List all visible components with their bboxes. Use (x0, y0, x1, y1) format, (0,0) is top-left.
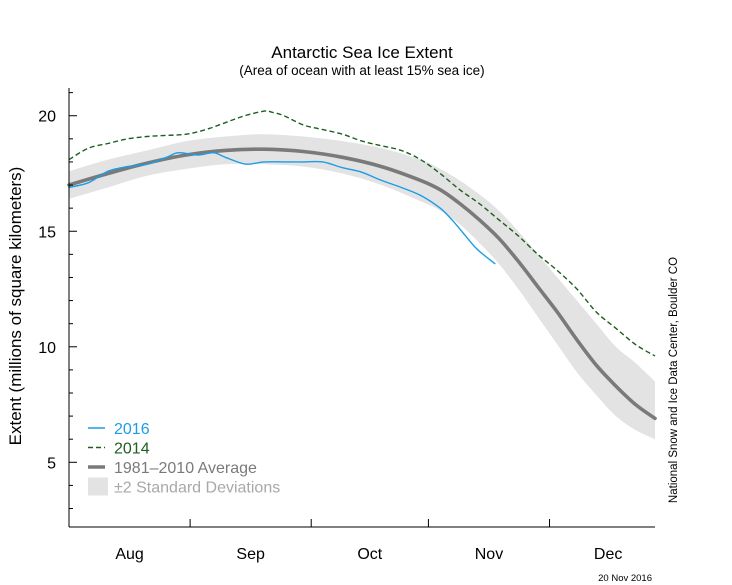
legend-swatch (88, 477, 108, 496)
series-line-2016 (68, 151, 496, 265)
legend-item: ±2 Standard Deviations (88, 477, 280, 497)
x-tick-label: Dec (594, 546, 622, 563)
credit-text: National Snow and Ice Data Center, Bould… (668, 257, 680, 503)
legend-item: 2016 (88, 421, 150, 438)
x-tick-label: Oct (357, 546, 382, 563)
y-tick-label: 15 (38, 224, 56, 241)
std-dev-band (69, 134, 655, 440)
legend: 2016 2014 1981–2010 Average ±2 Standard Dev… (88, 421, 280, 497)
legend-item: 2014 (88, 441, 150, 458)
legend-item: 1981–2010 Average (88, 460, 257, 477)
y-axis-label: Extent (millions of square kilometers) (6, 167, 25, 446)
series-line-average (67, 147, 657, 421)
chart-subtitle: (Area of ocean with at least 15% sea ice… (239, 63, 484, 78)
plot-area: 5 10 15 20 Aug Sep Oct Nov Dec 2016 2014 1981–2010 … (38, 88, 657, 563)
legend-label: 2016 (114, 421, 150, 438)
legend-label: 2014 (114, 441, 150, 458)
date-stamp: 20 Nov 2016 (598, 573, 652, 584)
chart-title: Antarctic Sea Ice Extent (271, 43, 453, 62)
legend-label: 1981–2010 Average (114, 460, 257, 477)
y-tick-label: 5 (47, 455, 56, 472)
y-tick-label: 20 (38, 109, 56, 126)
y-tick-label: 10 (38, 340, 56, 357)
x-tick-label: Aug (115, 546, 143, 563)
x-tick-label: Sep (236, 546, 265, 563)
x-tick-label: Nov (475, 546, 503, 563)
legend-label: ±2 Standard Deviations (114, 480, 280, 497)
